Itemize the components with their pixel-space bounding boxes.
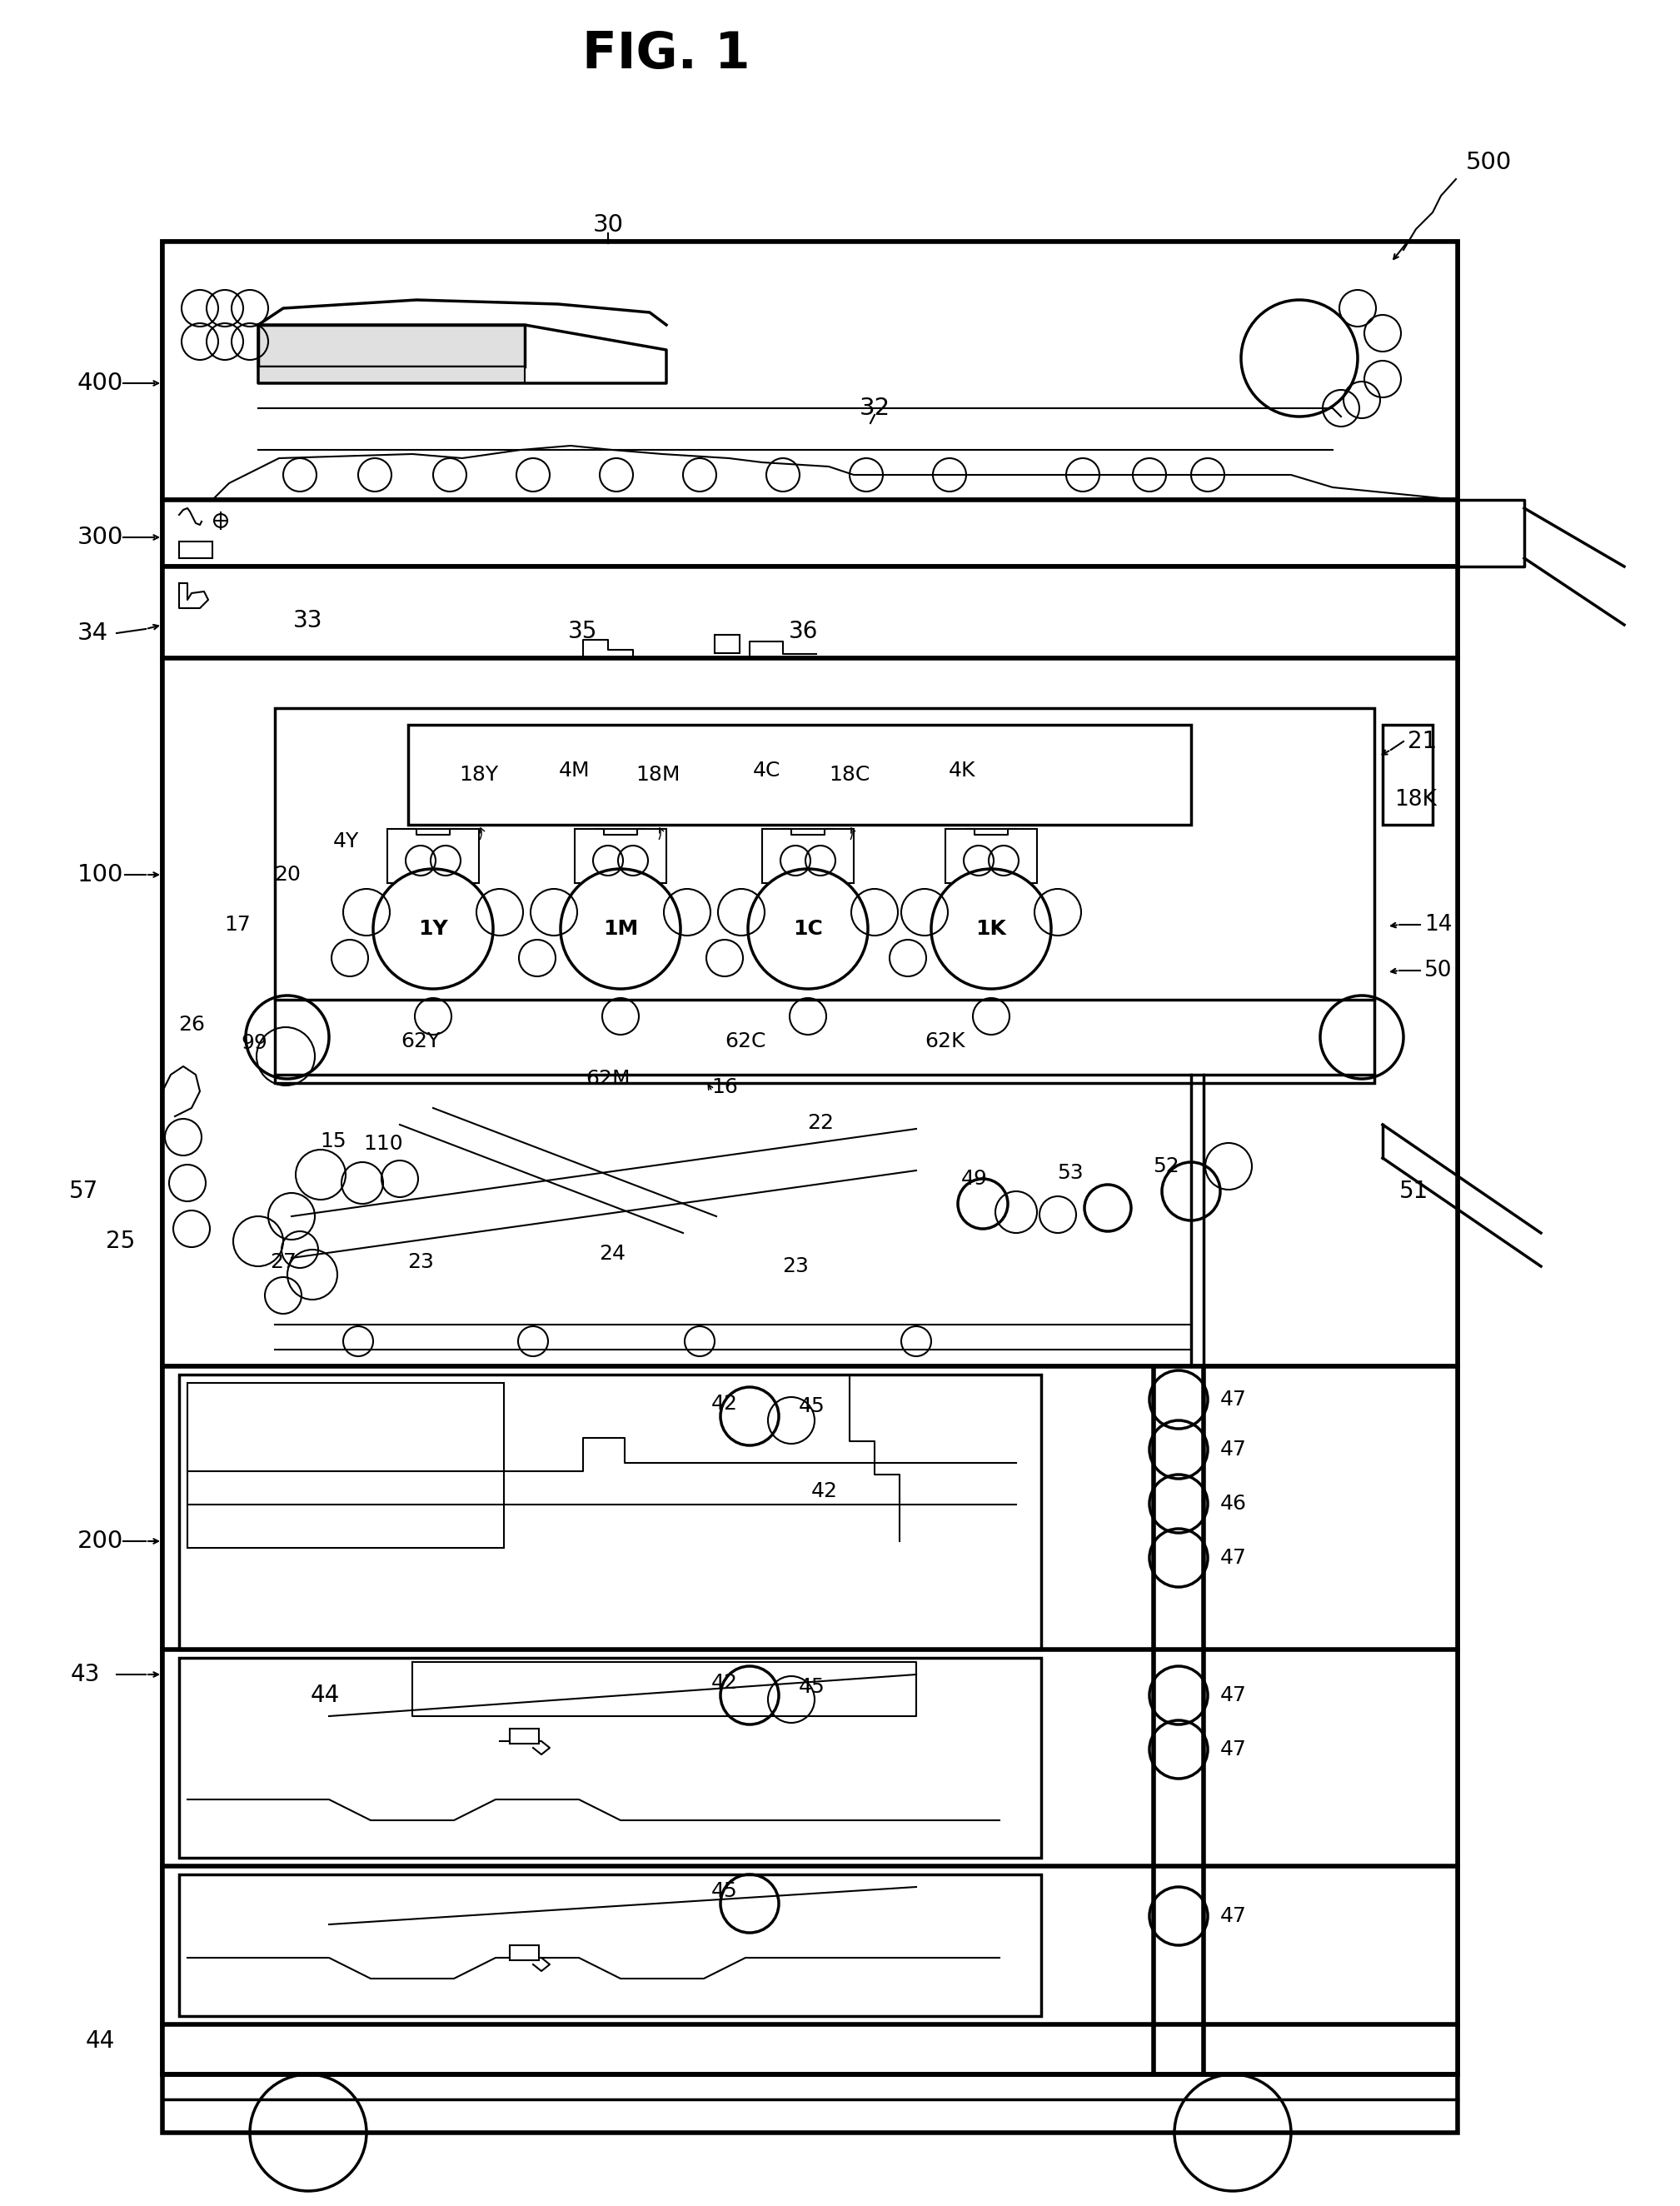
Bar bbox=[1383, 726, 1433, 825]
Bar bbox=[180, 1374, 1042, 1650]
Text: 45: 45 bbox=[800, 1396, 825, 1416]
Text: 300: 300 bbox=[77, 525, 123, 549]
Text: 16: 16 bbox=[711, 1077, 738, 1096]
Bar bbox=[408, 726, 1191, 825]
Text: 110: 110 bbox=[363, 1134, 403, 1154]
Text: 47: 47 bbox=[1220, 1741, 1247, 1760]
Bar bbox=[180, 1875, 1042, 2016]
Text: 45: 45 bbox=[800, 1677, 825, 1696]
Text: 200: 200 bbox=[77, 1529, 123, 1553]
Bar bbox=[163, 501, 1458, 567]
Bar bbox=[276, 708, 1374, 1083]
Bar bbox=[763, 829, 853, 882]
Bar bbox=[509, 1730, 539, 1743]
Text: 47: 47 bbox=[1220, 1549, 1247, 1568]
Text: 22: 22 bbox=[806, 1114, 833, 1134]
Text: 52: 52 bbox=[1152, 1156, 1179, 1176]
Text: FIG. 1: FIG. 1 bbox=[583, 29, 751, 79]
Text: 43: 43 bbox=[71, 1663, 99, 1685]
Text: 4Y: 4Y bbox=[333, 832, 358, 852]
Text: 1Y: 1Y bbox=[418, 920, 449, 940]
Text: 18K: 18K bbox=[1394, 790, 1436, 810]
Text: 35: 35 bbox=[568, 620, 598, 644]
Text: 17: 17 bbox=[223, 915, 250, 935]
Text: 1M: 1M bbox=[603, 920, 638, 940]
Bar bbox=[163, 1366, 1458, 2074]
Bar bbox=[259, 324, 524, 366]
Text: 4C: 4C bbox=[753, 761, 780, 781]
Text: 23: 23 bbox=[407, 1253, 433, 1273]
Circle shape bbox=[931, 869, 1052, 988]
Circle shape bbox=[373, 869, 494, 988]
Text: 15: 15 bbox=[319, 1132, 346, 1152]
Text: 20: 20 bbox=[274, 865, 301, 885]
Bar bbox=[163, 243, 1458, 501]
Text: 44: 44 bbox=[86, 2030, 114, 2054]
Text: 23: 23 bbox=[783, 1255, 808, 1277]
Text: 47: 47 bbox=[1220, 1390, 1247, 1410]
Text: 53: 53 bbox=[1057, 1163, 1084, 1182]
Text: 62K: 62K bbox=[926, 1032, 966, 1052]
Bar bbox=[180, 540, 212, 558]
Text: 51: 51 bbox=[1399, 1180, 1428, 1202]
Text: 1C: 1C bbox=[793, 920, 823, 940]
Text: 47: 47 bbox=[1220, 1441, 1247, 1460]
Bar bbox=[188, 1383, 504, 1549]
Text: 47: 47 bbox=[1220, 1685, 1247, 1705]
Text: 62Y: 62Y bbox=[402, 1032, 440, 1052]
Circle shape bbox=[561, 869, 680, 988]
Text: 25: 25 bbox=[106, 1229, 136, 1253]
Text: 42: 42 bbox=[711, 1672, 738, 1692]
Text: 34: 34 bbox=[77, 622, 108, 644]
Bar bbox=[388, 829, 479, 882]
Text: 18C: 18C bbox=[828, 765, 870, 785]
Bar bbox=[180, 1659, 1042, 1857]
Text: 4K: 4K bbox=[949, 761, 976, 781]
Text: 26: 26 bbox=[178, 1015, 205, 1035]
Bar bbox=[714, 635, 739, 653]
Text: 24: 24 bbox=[598, 1244, 625, 1264]
Text: 400: 400 bbox=[77, 371, 123, 395]
Bar bbox=[259, 366, 524, 384]
Bar bbox=[163, 657, 1458, 1366]
Text: 42: 42 bbox=[711, 1394, 738, 1414]
Polygon shape bbox=[259, 324, 667, 384]
Text: 18Y: 18Y bbox=[459, 765, 499, 785]
Text: 21: 21 bbox=[1408, 730, 1436, 752]
Text: 49: 49 bbox=[961, 1169, 988, 1189]
Text: 44: 44 bbox=[311, 1683, 339, 1707]
Bar bbox=[946, 829, 1037, 882]
Text: 18M: 18M bbox=[635, 765, 680, 785]
Text: 500: 500 bbox=[1467, 150, 1512, 174]
Text: 4M: 4M bbox=[559, 761, 590, 781]
Text: 50: 50 bbox=[1425, 960, 1452, 982]
Text: 99: 99 bbox=[240, 1032, 267, 1052]
Text: 47: 47 bbox=[1220, 1906, 1247, 1926]
Text: 46: 46 bbox=[1220, 1493, 1247, 1513]
Bar bbox=[509, 1946, 539, 1961]
Text: 42: 42 bbox=[811, 1480, 838, 1502]
Text: 62C: 62C bbox=[724, 1032, 766, 1052]
Text: 14: 14 bbox=[1425, 913, 1452, 935]
Text: 32: 32 bbox=[858, 397, 890, 419]
Text: 1K: 1K bbox=[976, 920, 1006, 940]
Text: 57: 57 bbox=[69, 1180, 97, 1202]
Circle shape bbox=[748, 869, 869, 988]
Text: 33: 33 bbox=[294, 609, 323, 633]
Text: 100: 100 bbox=[77, 863, 123, 887]
Bar bbox=[163, 243, 1458, 2133]
Text: 62M: 62M bbox=[586, 1070, 630, 1090]
Text: 36: 36 bbox=[790, 620, 818, 644]
Bar bbox=[575, 829, 667, 882]
Text: 27: 27 bbox=[270, 1253, 296, 1273]
Text: 45: 45 bbox=[711, 1882, 738, 1902]
Bar bbox=[163, 567, 1458, 657]
Text: 30: 30 bbox=[593, 214, 623, 236]
